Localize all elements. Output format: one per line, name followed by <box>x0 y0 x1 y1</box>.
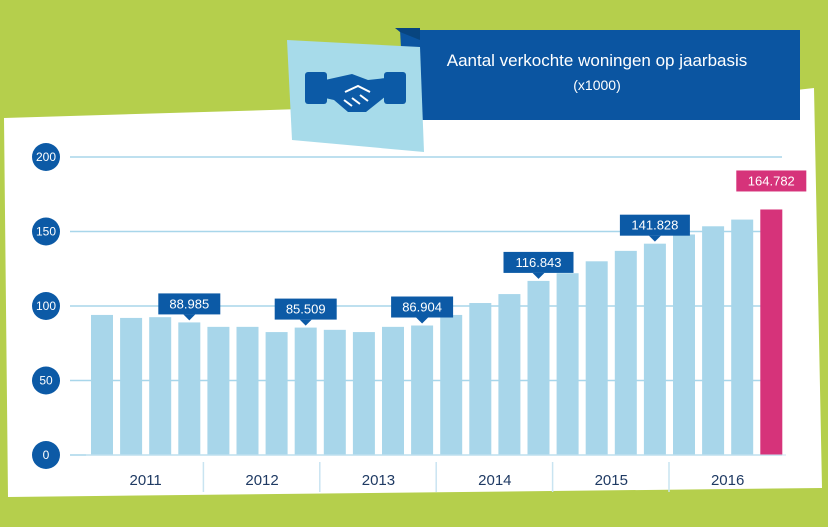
bar <box>585 261 608 455</box>
data-label: 86.904 <box>402 300 442 315</box>
x-tick-label: 2013 <box>362 472 395 489</box>
y-tick-badge <box>32 292 60 320</box>
callout-pointer <box>183 314 196 321</box>
y-tick-badge <box>32 143 60 171</box>
handshake-icon <box>305 72 406 112</box>
callout-box <box>274 298 337 320</box>
y-tick-label: 50 <box>39 374 53 388</box>
bar <box>294 327 317 455</box>
bar <box>498 294 521 455</box>
bar <box>673 234 695 455</box>
bar <box>323 329 346 455</box>
y-tick-label: 0 <box>43 448 50 462</box>
bar <box>236 326 259 455</box>
bar <box>178 322 201 455</box>
chart-title: Aantal verkochte woningen op jaarbasis <box>447 51 748 70</box>
callout-box <box>736 170 807 192</box>
bar <box>120 317 143 455</box>
callout-pointer <box>648 235 661 242</box>
data-label: 85.509 <box>286 302 326 317</box>
x-tick-label: 2012 <box>245 472 278 489</box>
bar <box>382 326 404 455</box>
data-label: 88.985 <box>169 296 209 311</box>
bar <box>556 273 579 455</box>
bar <box>643 243 666 455</box>
bar <box>614 250 637 455</box>
x-tick-label: 2015 <box>595 472 628 489</box>
callout-pointer <box>416 317 429 324</box>
bar <box>731 219 754 455</box>
x-tick-label: 2014 <box>478 472 511 489</box>
data-label: 164.782 <box>748 173 795 188</box>
bar <box>352 332 375 455</box>
callout-box <box>391 296 454 318</box>
y-tick-badge <box>32 217 60 246</box>
callout-box <box>619 214 690 236</box>
chart-subtitle: (x1000) <box>573 77 620 93</box>
callout-box <box>158 293 221 315</box>
bar <box>411 325 434 455</box>
bar <box>702 226 725 455</box>
bar <box>91 314 113 455</box>
bar <box>527 280 550 455</box>
bar-highlight <box>760 209 783 455</box>
y-tick-label: 200 <box>36 150 56 164</box>
bar <box>440 314 463 455</box>
y-tick-badge <box>32 366 60 395</box>
y-tick-badge <box>32 441 60 469</box>
callout-pointer <box>299 319 312 326</box>
bar <box>207 326 230 455</box>
x-tick-label: 2016 <box>711 472 744 489</box>
data-label: 141.828 <box>631 218 678 233</box>
bar <box>265 332 288 455</box>
callout-pointer <box>532 272 545 279</box>
y-tick-label: 150 <box>36 225 56 239</box>
title-banner-fold <box>395 28 420 40</box>
bar <box>469 303 492 455</box>
bar <box>149 317 172 455</box>
title-banner <box>400 30 800 120</box>
callout-box <box>503 251 574 273</box>
x-tick-label: 2011 <box>130 472 162 489</box>
data-label: 116.843 <box>515 255 561 270</box>
y-tick-label: 100 <box>36 299 56 313</box>
